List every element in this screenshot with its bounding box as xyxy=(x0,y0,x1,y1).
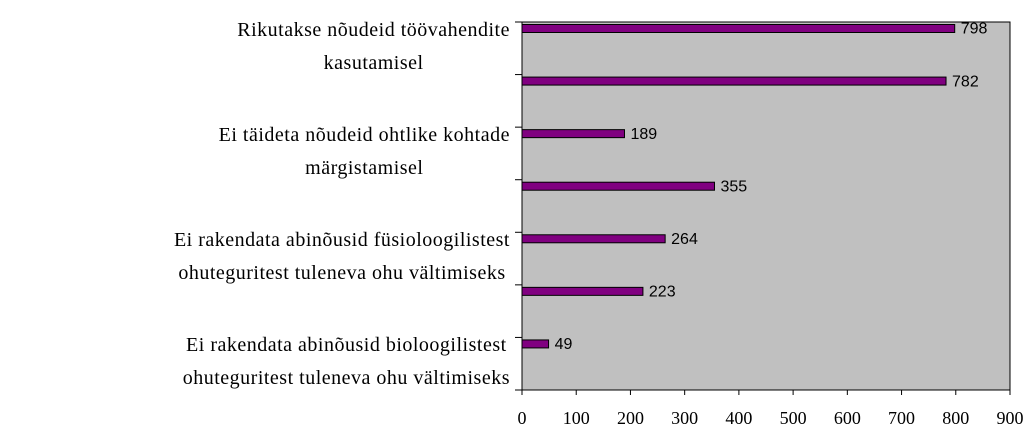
value-label: 782 xyxy=(952,73,979,90)
x-tick-label: 200 xyxy=(617,408,644,428)
x-tick-label: 900 xyxy=(997,408,1024,428)
bar xyxy=(521,129,625,139)
x-tick-label: 600 xyxy=(834,408,861,428)
x-tick-label: 400 xyxy=(725,408,752,428)
bar xyxy=(521,181,715,191)
value-label: 49 xyxy=(555,336,573,353)
value-label: 798 xyxy=(961,21,988,38)
category-label: Ei täideta nõudeid ohtlike kohtade märgi… xyxy=(218,124,510,180)
x-tick-label: 500 xyxy=(780,408,807,428)
bar xyxy=(521,234,666,244)
category-label: Ei rakendata abinõusid bioloogilistest o… xyxy=(182,334,510,390)
bar xyxy=(521,76,947,86)
x-tick-label: 800 xyxy=(942,408,969,428)
value-label: 355 xyxy=(720,178,747,195)
bar xyxy=(521,286,644,296)
value-label: 189 xyxy=(630,126,657,143)
x-tick-label: 0 xyxy=(518,408,527,428)
x-tick-label: 300 xyxy=(671,408,698,428)
value-label: 223 xyxy=(649,284,676,301)
x-tick-label: 700 xyxy=(888,408,915,428)
bar xyxy=(521,339,550,349)
x-tick-label: 100 xyxy=(563,408,590,428)
category-label: Ei rakendata abinõusid füsioloogilistest… xyxy=(173,229,510,285)
value-label: 264 xyxy=(671,231,698,248)
bar xyxy=(521,24,956,33)
category-label: Rikutakse nõudeid töövahendite kasutamis… xyxy=(237,19,510,74)
